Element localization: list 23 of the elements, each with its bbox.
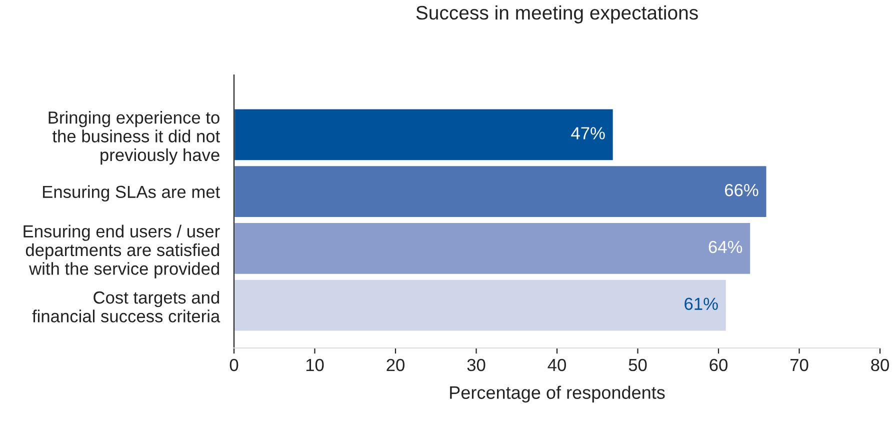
- x-tick-label: 70: [790, 358, 808, 372]
- x-tick-label: 10: [306, 358, 324, 372]
- bar: [234, 222, 752, 276]
- y-tick-label: Ensuring end users / user departments are satisfied with the service provided: [24, 224, 220, 278]
- x-tick-label: 60: [710, 358, 728, 372]
- x-tick-label: 0: [230, 358, 238, 372]
- y-tick-label: Cost targets and financial success criteria: [32, 290, 220, 322]
- data-label: 47%: [571, 127, 605, 140]
- x-tick-label: 30: [467, 358, 486, 372]
- x-tick-label: 40: [548, 358, 566, 372]
- bar: [234, 164, 768, 218]
- x-tick-label: 80: [871, 358, 889, 372]
- bar: [234, 278, 728, 332]
- y-tick-label: Bringing experience to the business it did not previously have: [48, 110, 220, 165]
- data-label: 61%: [684, 298, 718, 310]
- bar: [234, 108, 614, 162]
- x-tick-label: 50: [628, 358, 647, 372]
- data-label: 66%: [725, 184, 758, 196]
- data-label: 64%: [708, 240, 742, 254]
- y-tick-label: Ensuring SLAs are met: [43, 185, 220, 202]
- chart-title: Success in meeting expectations: [416, 5, 698, 24]
- x-axis-title: Percentage of respondents: [450, 386, 665, 403]
- x-tick-label: 20: [386, 358, 404, 372]
